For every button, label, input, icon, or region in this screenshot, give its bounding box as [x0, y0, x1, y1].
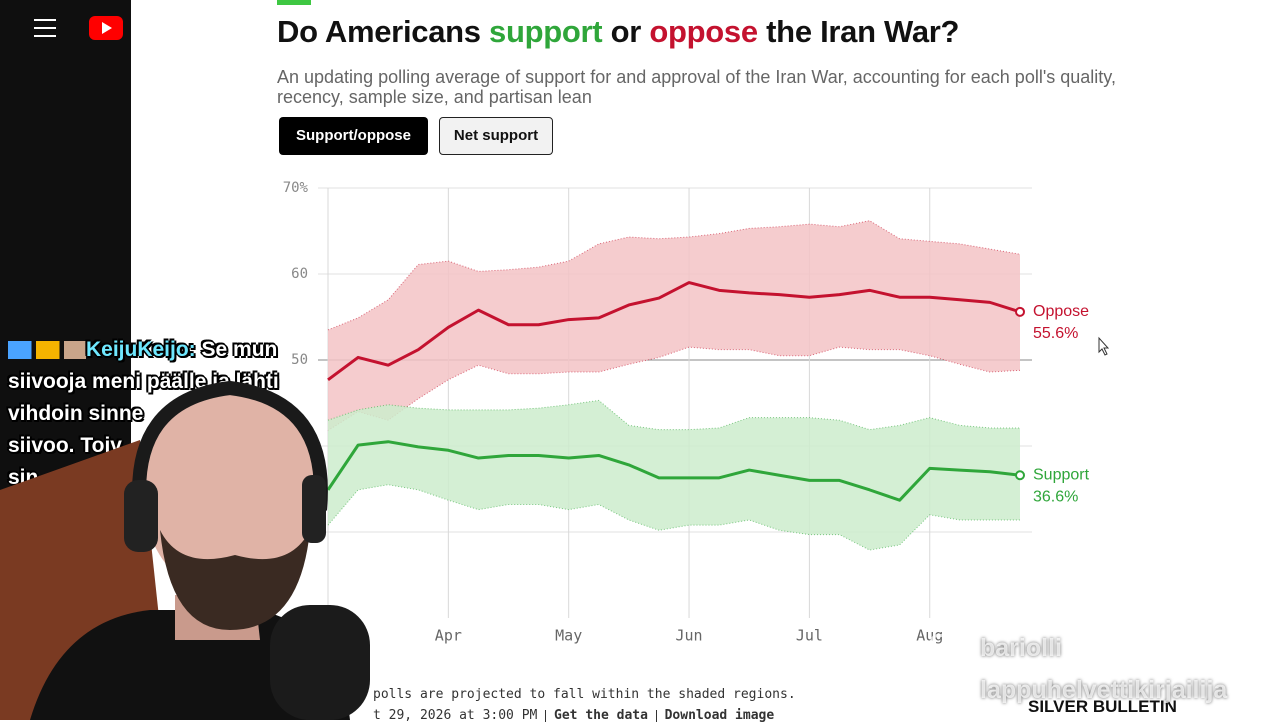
title: Do Americans support or oppose the Iran …: [277, 14, 959, 50]
series-label: Oppose: [1033, 303, 1089, 320]
menu-icon[interactable]: [34, 19, 56, 37]
uncertainty-band: [328, 400, 1020, 551]
series-line: [326, 440, 1021, 502]
band-edge: [327, 346, 1021, 431]
chat-line: KeijuKeijo: Se mun: [8, 334, 328, 366]
ear-cup: [302, 475, 326, 543]
chat-text: vihdoin sinne: [8, 402, 144, 425]
value-label: 55.6%: [1033, 325, 1078, 342]
shirt: [30, 610, 350, 720]
watermark: bariolli: [980, 634, 1062, 662]
y-tick-label: 60: [291, 266, 308, 282]
x-tick-label: May: [555, 627, 582, 645]
x-tick-label: Apr: [435, 627, 462, 645]
chat-text: siivoo. Toiv: [8, 434, 122, 457]
end-marker: [1015, 306, 1025, 317]
y-tick-label: 50: [291, 352, 308, 368]
chat-badges: [8, 341, 86, 360]
y-tick-label: 70%: [283, 180, 309, 196]
title-part: the Iran War?: [766, 14, 960, 49]
tab-button[interactable]: Support/oppose: [279, 117, 428, 155]
band-edge: [327, 399, 1020, 431]
series-line: [327, 281, 1021, 381]
webcam: [0, 380, 370, 720]
beard: [160, 530, 310, 630]
title-part: or: [610, 14, 642, 49]
uncertainty-band: [328, 220, 1020, 431]
tiktok-icon: [930, 634, 962, 666]
title-support: support: [489, 14, 603, 49]
headphones: [132, 380, 328, 511]
end-marker: [1015, 470, 1025, 481]
chat-user: KeijuKeijo:: [86, 338, 196, 361]
title-part: Do Americans: [277, 14, 481, 49]
x-tick-label: Jun: [675, 627, 702, 645]
head: [142, 382, 318, 598]
chat-text: Se mun: [201, 338, 278, 361]
x-tick-label: Jul: [796, 627, 823, 645]
microphone: [270, 605, 370, 720]
instagram-icon: [930, 676, 962, 708]
youtube-play: [102, 22, 112, 34]
band-edge: [327, 484, 1020, 551]
tab-button[interactable]: Net support: [439, 117, 553, 155]
legend-swatch: [277, 0, 311, 5]
title-oppose: oppose: [649, 14, 758, 49]
subtitle: An updating polling average of support f…: [277, 67, 1116, 107]
watermark: lappuhelvettikirjailija: [980, 676, 1228, 704]
ear-cup: [124, 480, 158, 552]
footer-brand: SILVER BULLETIN: [1028, 697, 1177, 716]
footer-note: polls are projected to fall within the s…: [373, 687, 796, 702]
footer-link[interactable]: Download image: [664, 708, 775, 723]
cursor: [1098, 336, 1110, 356]
footer-updated: t 29, 2026 at 3:00 PM: [373, 708, 538, 723]
footer-line: t 29, 2026 at 3:00 PM Get the data Downl…: [373, 708, 774, 723]
footer-link[interactable]: Get the data: [554, 708, 648, 723]
series-label: Support: [1033, 466, 1090, 483]
value-label: 36.6%: [1033, 488, 1078, 505]
sidebar-top: [0, 0, 131, 62]
